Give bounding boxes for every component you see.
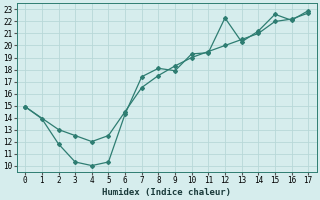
X-axis label: Humidex (Indice chaleur): Humidex (Indice chaleur) (102, 188, 231, 197)
